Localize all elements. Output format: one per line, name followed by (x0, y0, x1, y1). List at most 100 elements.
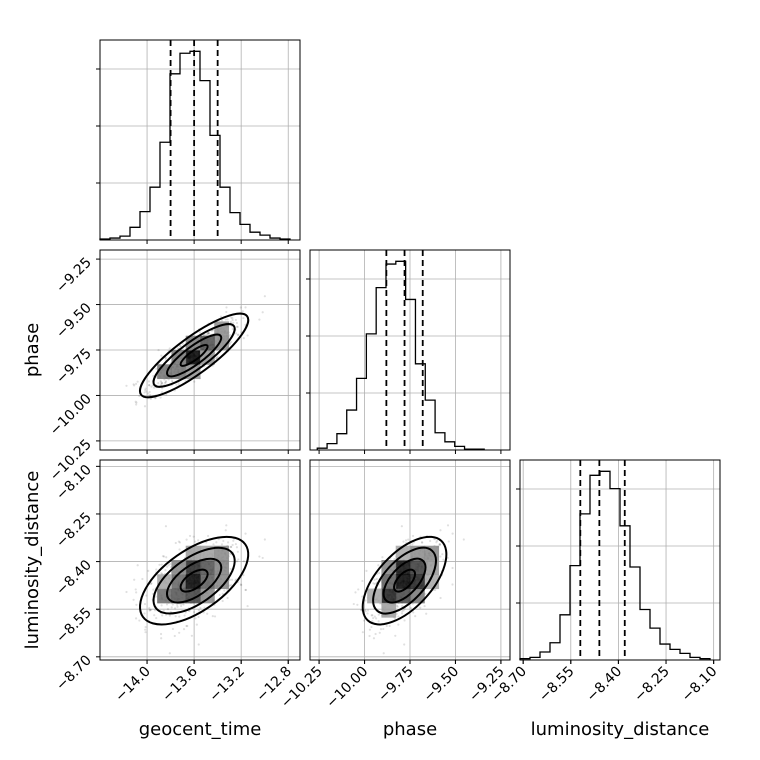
sample-point (400, 525, 403, 528)
y-axis-label-luminosity_distance: luminosity_distance (22, 471, 43, 650)
sample-point (164, 569, 167, 572)
sample-point (181, 342, 184, 345)
sample-point (397, 615, 400, 618)
sample-point (414, 615, 417, 618)
sample-point (173, 634, 176, 638)
sample-point (246, 604, 249, 608)
sample-point (363, 608, 367, 612)
sample-point (193, 380, 196, 383)
density-cell (410, 560, 425, 575)
sample-point (135, 403, 138, 406)
contour-level-1 (179, 344, 209, 367)
sample-point (217, 538, 220, 541)
sample-point (150, 385, 153, 388)
sample-point (382, 652, 385, 655)
sample-point (199, 606, 202, 610)
sample-point (171, 627, 175, 631)
x-tick-label: −13.2 (206, 664, 248, 706)
sample-point (134, 400, 137, 403)
sample-point (145, 594, 148, 597)
y-axis-label-phase: phase (22, 323, 43, 377)
sample-point (420, 541, 424, 544)
y-tick-label: −8.25 (53, 509, 95, 551)
sample-point (160, 604, 163, 607)
sample-point (168, 652, 171, 655)
sample-point (231, 327, 234, 331)
panel-contents (100, 460, 300, 660)
contour-level-3 (372, 546, 437, 615)
panel-contents (100, 250, 300, 450)
sample-point (435, 541, 438, 544)
x-axis-label-luminosity_distance: luminosity_distance (531, 719, 710, 740)
sample-point (220, 319, 224, 322)
contour-level-1 (393, 568, 416, 593)
sample-point (230, 545, 233, 549)
panel-contents (310, 460, 510, 660)
sample-point (226, 541, 230, 544)
sample-point (132, 598, 135, 601)
sample-point (203, 606, 206, 609)
y-tick-label: −8.40 (53, 557, 95, 599)
sample-point (206, 332, 209, 335)
sample-point (145, 390, 148, 393)
sample-point (138, 619, 141, 622)
sample-point (148, 384, 151, 387)
contour-level-3 (152, 546, 236, 615)
x-axis-label-geocent_time: geocent_time (139, 719, 262, 740)
sample-point (160, 354, 163, 357)
sample-point (161, 382, 164, 385)
sample-point (178, 541, 182, 544)
sample-point (368, 628, 372, 631)
sample-point (379, 628, 383, 631)
sample-point (244, 532, 247, 535)
sample-point (152, 588, 155, 591)
sample-point (206, 612, 209, 615)
sample-point (361, 595, 364, 598)
sample-point (361, 579, 364, 583)
sample-point (157, 348, 160, 352)
sample-point (153, 614, 156, 617)
sample-point (225, 524, 228, 527)
sample-point (425, 612, 428, 615)
sample-point (154, 609, 157, 612)
sample-point (375, 577, 378, 581)
sample-point (411, 543, 414, 546)
sample-point (397, 623, 400, 626)
sample-point (378, 631, 381, 634)
contour-level-4 (361, 535, 448, 626)
sample-point (225, 306, 228, 309)
sample-point (365, 569, 368, 573)
sample-point (155, 568, 158, 571)
sample-point (421, 541, 424, 544)
sample-point (372, 616, 375, 620)
sample-point (373, 578, 376, 581)
sample-point (158, 563, 161, 566)
sample-point (434, 588, 437, 592)
sample-point (378, 571, 381, 575)
sample-point (352, 602, 355, 606)
sample-point (232, 539, 235, 542)
sample-point (231, 317, 234, 320)
density-cell (381, 602, 397, 618)
contour-level-2 (382, 557, 427, 604)
sample-point (197, 615, 200, 619)
sample-point (366, 612, 369, 615)
sample-point (388, 624, 391, 628)
sample-point (149, 582, 153, 585)
sample-point (206, 534, 210, 538)
sample-point (159, 380, 162, 383)
sample-point (155, 367, 158, 370)
sample-point (230, 340, 233, 344)
sample-point (231, 543, 234, 547)
sample-point (160, 391, 164, 394)
sample-point (220, 543, 224, 546)
sample-point (429, 539, 432, 543)
sample-point (149, 608, 152, 612)
sample-point (229, 567, 232, 571)
sample-point (393, 617, 396, 620)
sample-point (424, 592, 427, 595)
sample-point (368, 634, 371, 638)
sample-point (178, 548, 181, 551)
sample-point (229, 320, 232, 323)
sample-point (165, 603, 169, 606)
